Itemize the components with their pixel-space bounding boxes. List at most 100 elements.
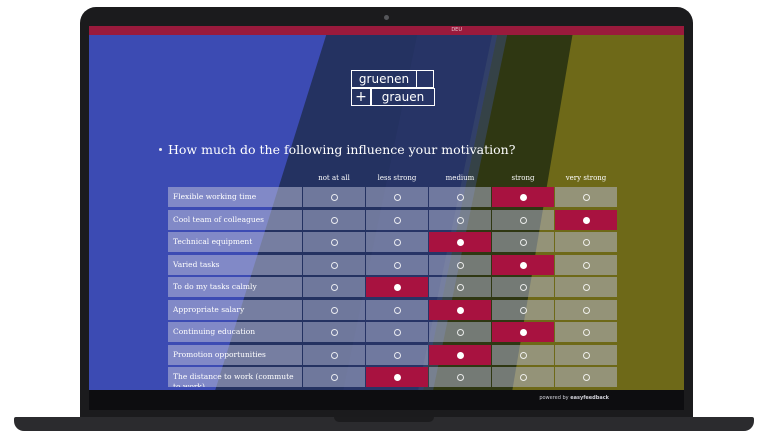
rating-option[interactable]	[555, 254, 617, 275]
rating-option[interactable]	[303, 322, 365, 342]
radio-empty-icon[interactable]	[457, 216, 464, 224]
radio-empty-icon[interactable]	[583, 194, 590, 201]
rating-option[interactable]	[303, 299, 365, 320]
rating-option[interactable]	[303, 254, 365, 275]
rating-option[interactable]	[366, 232, 428, 252]
rating-option[interactable]	[366, 254, 428, 275]
powered-prefix: powered by	[539, 395, 571, 401]
row-label: Technical equipment	[168, 232, 302, 252]
rating-option[interactable]	[429, 344, 491, 365]
rating-option[interactable]	[555, 367, 617, 387]
radio-empty-icon[interactable]	[583, 306, 590, 314]
rating-option[interactable]	[555, 322, 617, 342]
rating-option[interactable]	[366, 322, 428, 342]
radio-empty-icon[interactable]	[331, 351, 338, 359]
radio-empty-icon[interactable]	[394, 306, 401, 314]
rating-option[interactable]	[555, 344, 617, 365]
language-selector[interactable]: DEU	[451, 27, 462, 33]
radio-selected-icon[interactable]	[520, 194, 527, 201]
rating-option[interactable]	[555, 232, 617, 252]
rating-option[interactable]	[303, 367, 365, 387]
rating-option[interactable]	[303, 277, 365, 297]
radio-selected-icon[interactable]	[457, 351, 464, 359]
rating-option[interactable]	[303, 344, 365, 365]
radio-empty-icon[interactable]	[331, 216, 338, 224]
radio-empty-icon[interactable]	[394, 194, 401, 201]
row-label: To do my tasks calmly	[168, 277, 302, 297]
radio-empty-icon[interactable]	[583, 261, 590, 269]
radio-empty-icon[interactable]	[520, 239, 527, 246]
radio-empty-icon[interactable]	[394, 216, 401, 224]
rating-option[interactable]	[429, 209, 491, 230]
rating-option[interactable]	[429, 277, 491, 297]
radio-selected-icon[interactable]	[520, 261, 527, 269]
rating-option[interactable]	[555, 277, 617, 297]
rating-option[interactable]	[492, 187, 554, 207]
logo: gruenen + grauen	[351, 70, 435, 106]
row-label: Flexible working time	[168, 187, 302, 207]
radio-selected-icon[interactable]	[520, 329, 527, 336]
rating-option[interactable]	[303, 232, 365, 252]
radio-empty-icon[interactable]	[583, 374, 590, 381]
radio-empty-icon[interactable]	[520, 374, 527, 381]
rating-option[interactable]	[366, 209, 428, 230]
rating-option[interactable]	[429, 232, 491, 252]
radio-selected-icon[interactable]	[457, 306, 464, 314]
rating-option[interactable]	[303, 209, 365, 230]
rating-option[interactable]	[492, 322, 554, 342]
radio-empty-icon[interactable]	[520, 216, 527, 224]
rating-option[interactable]	[492, 344, 554, 365]
radio-empty-icon[interactable]	[457, 329, 464, 336]
radio-empty-icon[interactable]	[331, 239, 338, 246]
radio-empty-icon[interactable]	[583, 284, 590, 291]
rating-option[interactable]	[555, 299, 617, 320]
radio-empty-icon[interactable]	[331, 284, 338, 291]
rating-option[interactable]	[429, 299, 491, 320]
radio-empty-icon[interactable]	[331, 329, 338, 336]
radio-empty-icon[interactable]	[520, 284, 527, 291]
rating-option[interactable]	[366, 344, 428, 365]
rating-option[interactable]	[366, 187, 428, 207]
radio-empty-icon[interactable]	[520, 351, 527, 359]
radio-selected-icon[interactable]	[457, 239, 464, 246]
radio-selected-icon[interactable]	[394, 284, 401, 291]
rating-option[interactable]	[303, 187, 365, 207]
rating-option[interactable]	[366, 367, 428, 387]
radio-empty-icon[interactable]	[394, 351, 401, 359]
rating-option[interactable]	[492, 209, 554, 230]
rating-option[interactable]	[429, 254, 491, 275]
rating-option[interactable]	[555, 187, 617, 207]
rating-option[interactable]	[366, 299, 428, 320]
rating-option[interactable]	[492, 232, 554, 252]
radio-empty-icon[interactable]	[394, 261, 401, 269]
radio-empty-icon[interactable]	[583, 239, 590, 246]
radio-empty-icon[interactable]	[457, 374, 464, 381]
rating-option[interactable]	[492, 299, 554, 320]
radio-empty-icon[interactable]	[331, 374, 338, 381]
radio-empty-icon[interactable]	[394, 329, 401, 336]
radio-empty-icon[interactable]	[331, 194, 338, 201]
radio-empty-icon[interactable]	[583, 351, 590, 359]
survey-screen: DEU gruenen + grauen How much do the fol…	[89, 26, 684, 410]
question-title: How much do the following influence your…	[168, 142, 516, 157]
radio-empty-icon[interactable]	[331, 261, 338, 269]
radio-empty-icon[interactable]	[394, 239, 401, 246]
row-label: Continuing education	[168, 322, 302, 342]
column-header: medium	[445, 174, 475, 182]
radio-empty-icon[interactable]	[331, 306, 338, 314]
rating-option[interactable]	[429, 367, 491, 387]
rating-option[interactable]	[492, 367, 554, 387]
radio-empty-icon[interactable]	[583, 329, 590, 336]
radio-empty-icon[interactable]	[457, 284, 464, 291]
rating-option[interactable]	[366, 277, 428, 297]
rating-option[interactable]	[429, 322, 491, 342]
radio-empty-icon[interactable]	[457, 194, 464, 201]
radio-empty-icon[interactable]	[520, 306, 527, 314]
rating-option[interactable]	[555, 209, 617, 230]
radio-empty-icon[interactable]	[457, 261, 464, 269]
radio-selected-icon[interactable]	[394, 374, 401, 381]
rating-option[interactable]	[492, 277, 554, 297]
rating-option[interactable]	[492, 254, 554, 275]
radio-selected-icon[interactable]	[583, 216, 590, 224]
rating-option[interactable]	[429, 187, 491, 207]
